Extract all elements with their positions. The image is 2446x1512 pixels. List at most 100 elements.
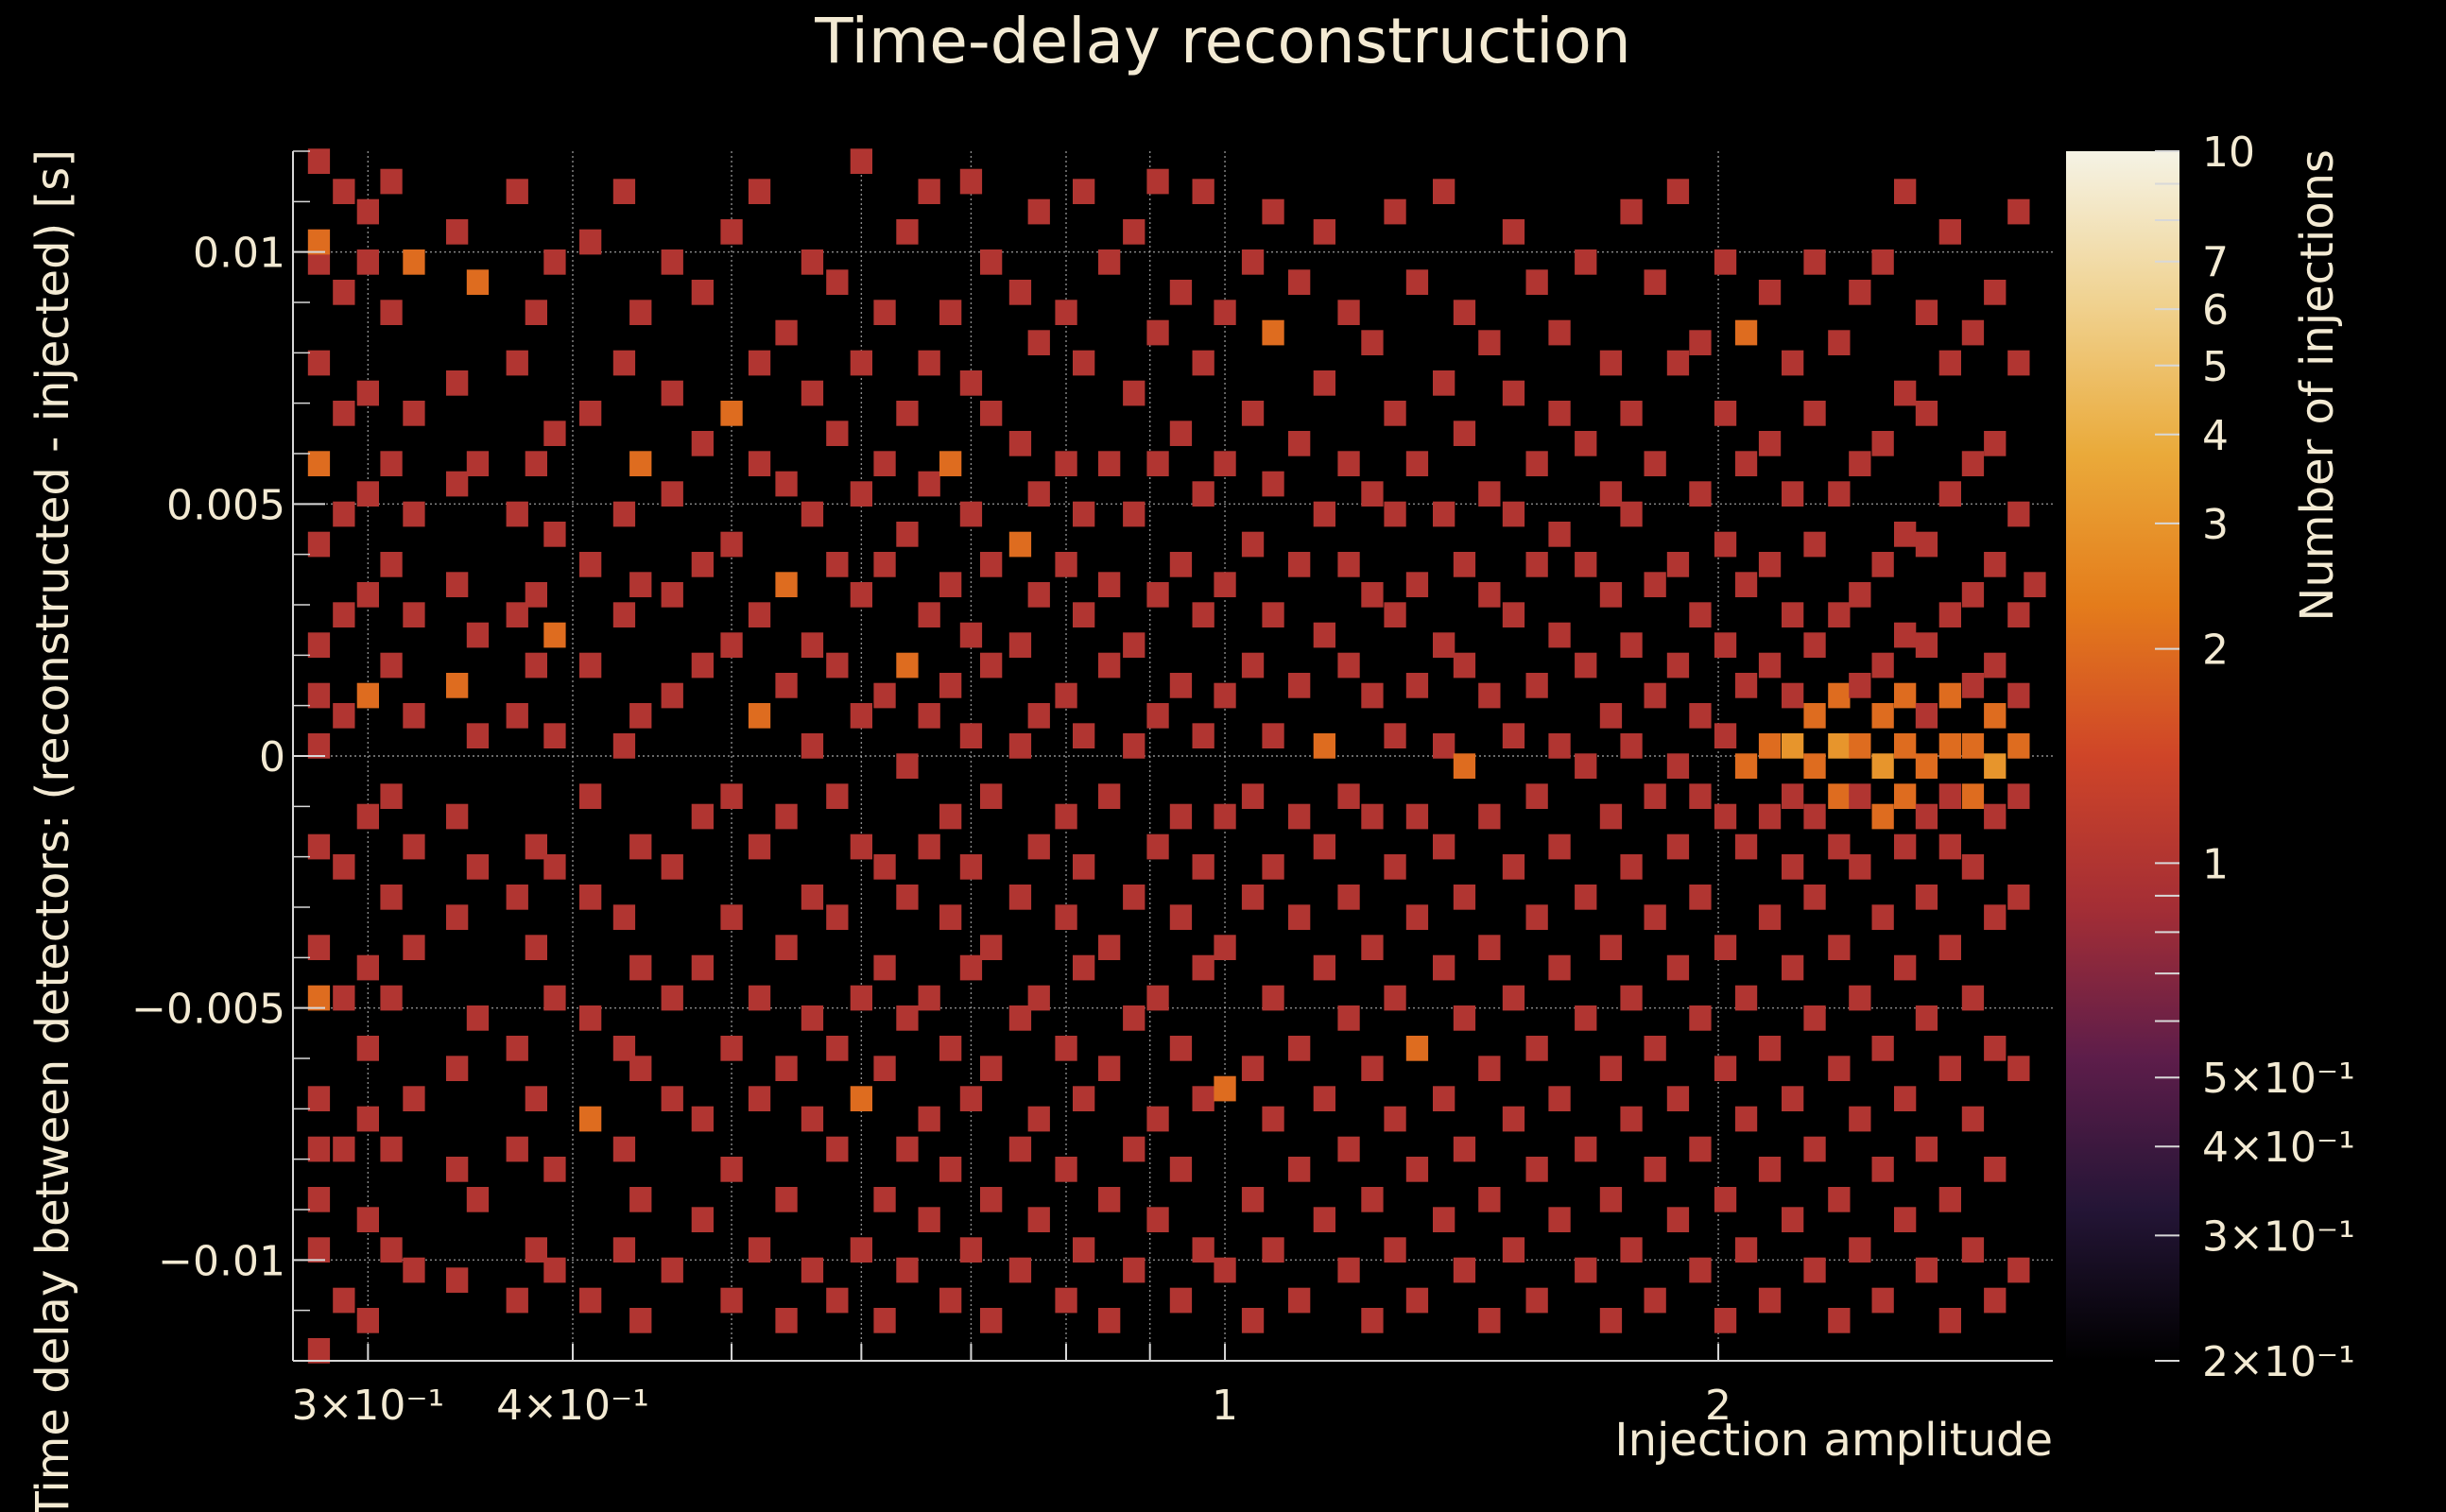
heatmap-cell [1192, 723, 1214, 748]
heatmap-cell [356, 1207, 379, 1232]
heatmap-cell [1453, 885, 1476, 910]
heatmap-cell [1894, 1207, 1917, 1232]
heatmap-cell [1620, 854, 1643, 880]
heatmap-cell [1361, 330, 1384, 355]
x-axis-label: Injection amplitude [1614, 1414, 2053, 1467]
heatmap-cell [1871, 904, 1894, 930]
heatmap-cell [1433, 954, 1456, 981]
heatmap-cell [1262, 1106, 1284, 1132]
heatmap-cell [1169, 421, 1193, 446]
heatmap-cell [1361, 1187, 1384, 1212]
heatmap-cell [1644, 572, 1666, 597]
heatmap-cell [356, 249, 379, 275]
heatmap-cell [980, 249, 1003, 275]
heatmap-cell [826, 783, 849, 809]
heatmap-cell [896, 1005, 919, 1031]
heatmap-cell [403, 833, 425, 860]
heatmap-cell [1008, 733, 1032, 759]
heatmap-cell [1938, 783, 1961, 809]
heatmap-cell [1027, 985, 1050, 1011]
heatmap-cell [1548, 401, 1571, 426]
heatmap-cell [1828, 602, 1851, 627]
heatmap-cell [2007, 501, 2030, 527]
heatmap-cell [1405, 904, 1429, 930]
heatmap-cell [801, 501, 824, 527]
heatmap-cell [380, 652, 403, 679]
heatmap-cell [1433, 179, 1456, 204]
heatmap-cell [1894, 954, 1917, 981]
heatmap-cell [850, 148, 872, 174]
heatmap-cell [333, 1136, 355, 1162]
heatmap-cell [1098, 249, 1121, 275]
heatmap-cell [801, 632, 824, 658]
heatmap-cell [1894, 833, 1917, 860]
heatmap-cell [896, 1257, 919, 1283]
heatmap-cell [939, 1287, 962, 1314]
heatmap-cell [506, 1136, 528, 1162]
colorbar: 10 76 5 4 3 2 1 5×10⁻¹ 4×10⁻¹ 3×10⁻¹ 2×10⁻¹ [2066, 129, 2355, 1386]
heatmap-cell [356, 198, 379, 225]
heatmap-cell [1073, 179, 1095, 204]
heatmap-cell [1055, 1157, 1077, 1182]
heatmap-cell [1288, 673, 1311, 698]
heatmap-cell [1169, 1287, 1193, 1314]
heatmap-cell [1548, 1207, 1571, 1232]
heatmap-cell [1146, 319, 1169, 346]
heatmap-cell [1192, 481, 1214, 507]
heatmap-cell [1984, 552, 2007, 577]
heatmap-cell [1288, 269, 1311, 295]
heatmap-cell [1525, 1157, 1548, 1182]
heatmap-cell [403, 249, 425, 275]
heatmap-cell [1984, 280, 2007, 305]
heatmap-cell [1241, 1056, 1265, 1081]
heatmap-cell [691, 1207, 714, 1232]
heatmap-cell [748, 833, 771, 860]
heatmap-cell [380, 168, 403, 195]
heatmap-cell [1803, 1257, 1826, 1283]
heatmap-cell [1894, 179, 1917, 204]
grid-lines [293, 151, 2053, 1361]
heatmap-cell [1644, 783, 1666, 809]
heatmap-cell [1384, 602, 1406, 627]
heatmap-cell [918, 833, 940, 860]
heatmap-cell [543, 249, 566, 275]
heatmap-cell [1525, 269, 1548, 295]
heatmap-cell [1938, 1056, 1961, 1081]
heatmap-cell [307, 682, 331, 709]
heatmap-cell [1758, 652, 1782, 679]
heatmap-cell [356, 582, 379, 608]
heatmap-cell [1599, 1187, 1623, 1212]
heatmap-cell [1384, 1237, 1406, 1263]
heatmap-cell [579, 885, 602, 910]
heatmap-cell [1620, 733, 1643, 759]
heatmap-cell [801, 1106, 824, 1132]
heatmap-cell [1984, 703, 2007, 729]
heatmap-cell [1689, 602, 1712, 627]
heatmap-cell [1525, 673, 1548, 698]
heatmap-cell [1689, 1257, 1712, 1283]
heatmap-cell [1734, 572, 1758, 597]
heatmap-cell [748, 1086, 771, 1111]
heatmap-cell [1027, 1207, 1050, 1232]
heatmap-cell [466, 854, 490, 880]
heatmap-cell [1192, 1237, 1214, 1263]
heatmap-cell [629, 451, 652, 476]
y-tick-label: −0.005 [131, 986, 285, 1034]
heatmap-cell [1361, 935, 1384, 960]
heatmap-cell [525, 582, 547, 608]
heatmap-cell [466, 451, 490, 476]
heatmap-cell [1073, 602, 1095, 627]
heatmap-cell [1123, 380, 1145, 406]
heatmap-cell [1313, 219, 1335, 245]
heatmap-cell [1734, 1106, 1758, 1132]
heatmap-cell [1008, 531, 1032, 558]
heatmap-cell [918, 1106, 940, 1132]
heatmap-cell [1782, 854, 1804, 880]
heatmap-cell [826, 1036, 849, 1061]
heatmap-cell [403, 703, 425, 729]
heatmap-cell [543, 1257, 566, 1283]
heatmap-cell [661, 380, 683, 406]
heatmap-cell [333, 1287, 355, 1314]
heatmap-cell [1098, 935, 1121, 960]
heatmap-cell [691, 652, 714, 679]
